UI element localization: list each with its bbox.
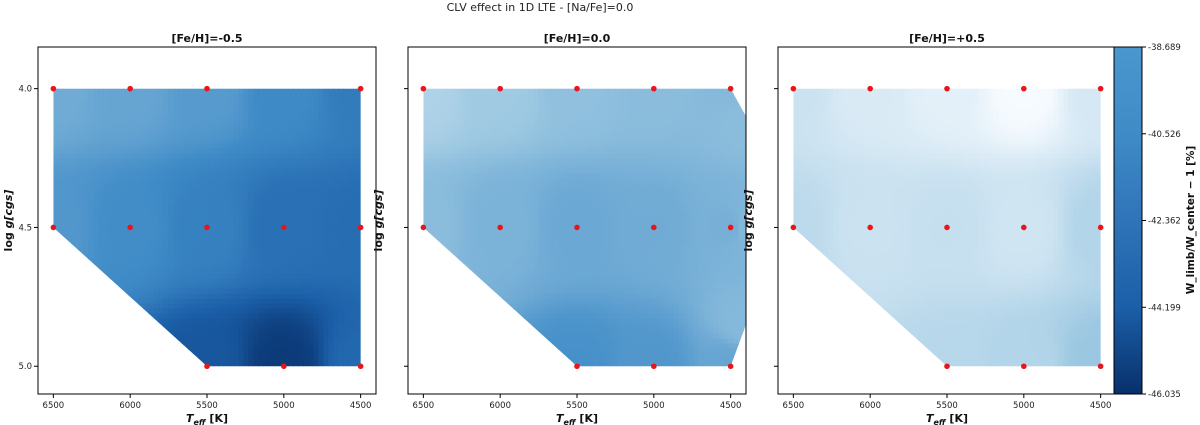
grid-point (651, 363, 657, 370)
colorbar-ticks: -38.689 -40.526 -42.362 -44.199 -46.035 (1142, 43, 1181, 400)
x-tick-label: 6000 (489, 401, 511, 411)
y-tick-label: 4.5 (18, 223, 32, 233)
grid-point (357, 85, 364, 92)
y-tick-label: 5.0 (18, 362, 32, 372)
y-axis-label: log g[cgs] (742, 190, 755, 252)
x-axis-label: Teff [K] (556, 412, 598, 425)
colorbar-tick-label: -42.362 (1148, 217, 1181, 227)
x-tick-label: 6000 (859, 401, 881, 411)
grid-point (727, 363, 734, 370)
x-tick-label: 6500 (783, 401, 805, 411)
colorbar-gradient (1113, 46, 1143, 395)
grid-point (420, 224, 427, 231)
y-axis-label: log g[cgs] (372, 190, 385, 252)
grid-point (651, 85, 657, 92)
grid-point (204, 363, 210, 370)
panel-title: [Fe/H]=0.0 (544, 32, 611, 45)
grid-point (50, 85, 57, 92)
x-tick-label: 6500 (43, 401, 65, 411)
grid-point (1097, 224, 1104, 231)
grid-point (1021, 85, 1027, 92)
x-tick-label: 6500 (413, 401, 435, 411)
heatmap (793, 88, 1101, 367)
grid-point (127, 224, 133, 231)
grid-point (497, 85, 503, 92)
colorbar: -38.689 -40.526 -42.362 -44.199 -46.035 W_li… (1113, 43, 1197, 400)
grid-point (1021, 224, 1027, 231)
x-tick-label: 5000 (273, 401, 295, 411)
grid-point (727, 224, 734, 231)
colorbar-tick-label: -40.526 (1148, 130, 1181, 140)
y-tick-label: 4.0 (18, 85, 32, 95)
grid-point (727, 85, 734, 92)
grid-point (651, 224, 657, 231)
x-tick-label: 5000 (1013, 401, 1035, 411)
grid-point (574, 363, 580, 370)
panels: [Fe/H]=-0.5 6500 6000 5500 5000 4500 4.0 4.5 5.0… (2, 32, 1117, 425)
x-tick-label: 4500 (720, 401, 742, 411)
heatmap (53, 88, 361, 367)
colorbar-tick-label: -44.199 (1148, 303, 1181, 313)
grid-point (357, 363, 364, 370)
x-axis-label: Teff [K] (926, 412, 968, 425)
y-axis-label: log g[cgs] (2, 190, 15, 252)
grid-point (1097, 85, 1104, 92)
grid-point (497, 224, 503, 231)
x-tick-label: 4500 (350, 401, 372, 411)
x-tick-label: 5500 (196, 401, 218, 411)
grid-point (944, 363, 950, 370)
grid-point (867, 224, 873, 231)
grid-point (127, 85, 133, 92)
panel-title: [Fe/H]=+0.5 (909, 32, 985, 45)
x-tick-label: 6000 (119, 401, 141, 411)
grid-point (281, 363, 287, 370)
colorbar-tick-label: -46.035 (1148, 390, 1181, 400)
figure-title: CLV effect in 1D LTE - [Na/Fe]=0.0 (447, 1, 634, 14)
x-tick-label: 4500 (1090, 401, 1112, 411)
panel-title: [Fe/H]=-0.5 (171, 32, 242, 45)
panel-2: [Fe/H]=0.0 6500 6000 5500 5000 4500 Teff [K] lo… (372, 32, 747, 425)
grid-point (50, 224, 57, 231)
panel-1: [Fe/H]=-0.5 6500 6000 5500 5000 4500 4.0 4.5 5.0… (2, 32, 377, 425)
colorbar-label: W_limb/W_center − 1 [%] (1185, 146, 1197, 294)
grid-point (574, 85, 580, 92)
grid-point (204, 224, 210, 231)
panel-3: [Fe/H]=+0.5 6500 6000 5500 5000 4500 Teff [K] l… (742, 32, 1117, 425)
grid-point (944, 85, 950, 92)
grid-point (420, 85, 427, 92)
grid-point (1021, 363, 1027, 370)
grid-point (1097, 363, 1104, 370)
colorbar-tick-label: -38.689 (1148, 43, 1181, 53)
x-tick-label: 5500 (936, 401, 958, 411)
grid-point (790, 224, 797, 231)
x-tick-label: 5500 (566, 401, 588, 411)
grid-point (204, 85, 210, 92)
grid-point (790, 85, 797, 92)
x-tick-label: 5000 (643, 401, 665, 411)
heatmap (423, 88, 746, 367)
x-axis-label: Teff [K] (186, 412, 228, 425)
grid-point (944, 224, 950, 231)
grid-point (357, 224, 364, 231)
grid-point (867, 85, 873, 92)
grid-point (574, 224, 580, 231)
grid-point (281, 224, 287, 231)
